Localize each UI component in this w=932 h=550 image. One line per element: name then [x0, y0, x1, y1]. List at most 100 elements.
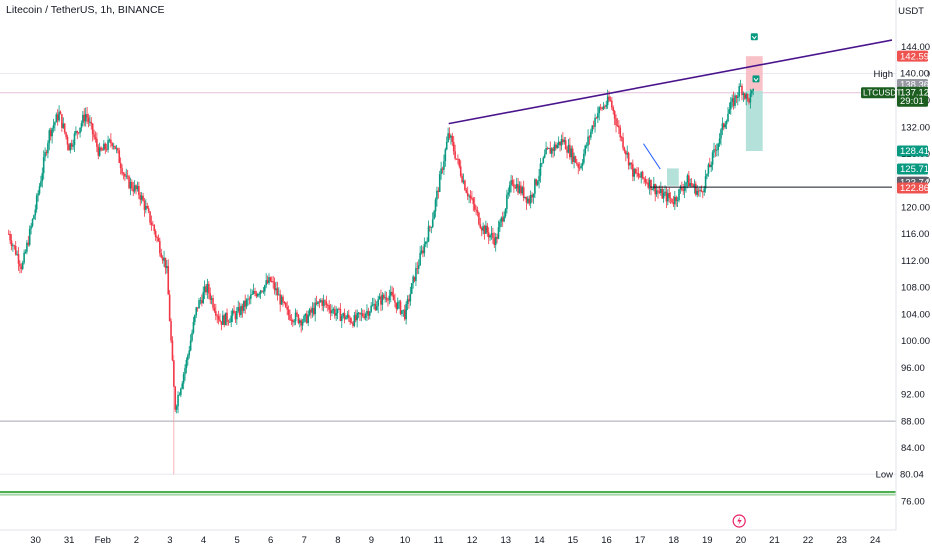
price-label-box [897, 145, 928, 157]
candle-body [552, 148, 554, 151]
x-tick-label: 13 [500, 535, 511, 546]
candle-body [33, 215, 35, 220]
candle-body [722, 123, 725, 128]
candle-body [367, 310, 370, 316]
candle-body [27, 242, 30, 245]
candle-body [314, 302, 316, 315]
candle-body [426, 241, 428, 243]
candle-body [160, 253, 163, 258]
candle-body [441, 168, 444, 170]
candle-body [40, 181, 42, 187]
candle-body [272, 281, 274, 283]
candle-body [55, 114, 58, 123]
candle-body [555, 144, 557, 149]
candle-body [542, 157, 545, 164]
candle-body [233, 310, 235, 314]
candle-body [262, 291, 265, 293]
candle-body [17, 254, 20, 264]
candle-body [545, 148, 547, 155]
candle-body [672, 202, 675, 205]
candle-body [532, 193, 535, 198]
position-boxes [666, 56, 763, 186]
candle-body [273, 282, 276, 291]
candle-body [227, 321, 230, 323]
candle-body [311, 307, 314, 313]
y-tick-label: 84.00 [901, 443, 925, 454]
candle-body [108, 139, 111, 141]
candle-body [564, 140, 567, 150]
candle-body [524, 196, 526, 198]
marker-arrow [751, 35, 757, 40]
candle-body [261, 290, 263, 292]
trend-lines[interactable] [448, 39, 893, 188]
candle-body [191, 332, 193, 341]
candle-body [573, 156, 575, 162]
x-tick-label: 31 [64, 535, 75, 546]
candle-body [268, 277, 270, 284]
candle-body [422, 250, 424, 254]
candle-body [318, 301, 321, 303]
trend-line [448, 39, 893, 125]
candle-body [135, 185, 137, 190]
candle-body [662, 193, 665, 199]
candle-body [574, 156, 577, 163]
candle-body [494, 236, 497, 246]
candle-body [707, 164, 710, 174]
candle-body [174, 386, 177, 410]
candle-body [147, 208, 150, 212]
candle-body [329, 309, 332, 314]
candle-body [28, 228, 31, 245]
candle-body [138, 186, 140, 195]
candle-body [94, 137, 97, 139]
candles [7, 79, 754, 475]
candle-body [238, 307, 241, 316]
candle-body [220, 321, 223, 325]
candle-body [424, 241, 427, 245]
candle-body [117, 148, 119, 151]
candle-body [101, 149, 104, 151]
candle-body [556, 144, 559, 149]
x-tick-label: 17 [635, 535, 646, 546]
candle-body [679, 187, 682, 190]
x-tick-label: 20 [736, 535, 747, 546]
x-tick-label: 3 [167, 535, 172, 546]
candle-body [711, 152, 714, 165]
marker-square [750, 33, 758, 41]
candle-body [66, 136, 69, 145]
candle-body [82, 114, 84, 124]
candle-body [19, 263, 21, 267]
candle-body [107, 140, 109, 150]
candle-body [48, 130, 51, 144]
candle-body [735, 95, 738, 98]
candle-body [201, 300, 203, 304]
candle-body [219, 319, 221, 322]
candle-body [248, 298, 251, 300]
candle-body [581, 162, 584, 166]
candle-body [749, 93, 752, 103]
candle-body [588, 136, 591, 138]
candle-body [476, 210, 479, 213]
horizontal-lines [0, 72, 896, 496]
position-marker-icon [752, 75, 760, 83]
candle-body [634, 169, 637, 174]
candle-body [738, 86, 740, 97]
candle-body [461, 175, 463, 183]
candle-body [65, 132, 67, 137]
candle-body [199, 300, 202, 302]
candle-body [14, 245, 17, 255]
candle-body [346, 314, 349, 318]
x-tick-label: 4 [201, 535, 206, 546]
candle-body [84, 114, 87, 122]
candle-body [145, 206, 147, 210]
candle-body [492, 233, 494, 239]
candle-body [548, 148, 550, 149]
candle-body [618, 125, 620, 128]
candle-body [353, 315, 356, 326]
candle-body [668, 193, 671, 198]
candle-body [210, 298, 213, 300]
candle-body [146, 206, 149, 209]
candle-body [286, 307, 288, 310]
candle-body [244, 300, 247, 307]
